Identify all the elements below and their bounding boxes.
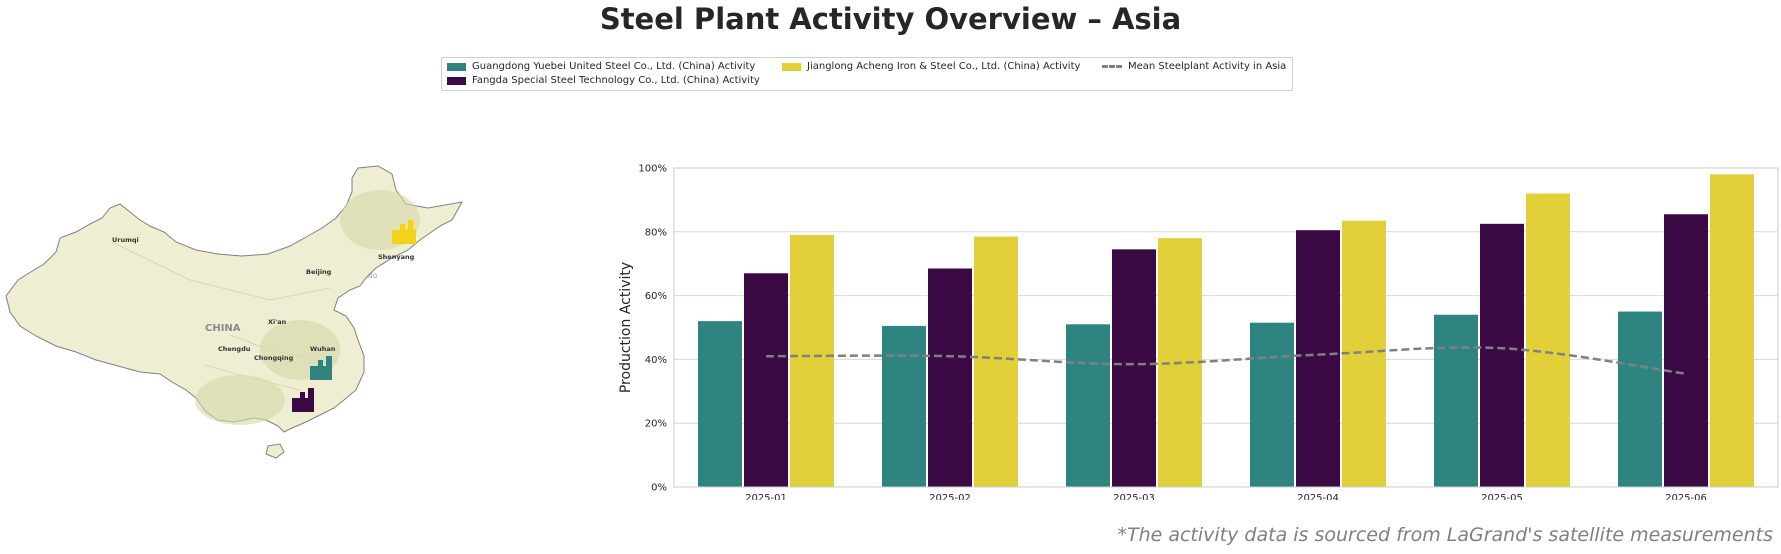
bar-series-2-2025-02 [974,236,1018,487]
y-tick-label: 80% [645,227,667,238]
bar-series-0-2025-01 [698,321,742,487]
x-tick-labels: 2025-01 2025-02 2025-03 2025-04 2025-05 2025-… [745,493,1707,500]
y-tick-label: 40% [645,355,667,366]
map-city-beijing: Beijing [306,268,332,276]
mean-activity-line [765,346,1687,375]
bar-series-1-2025-05 [1480,223,1524,487]
legend-swatch-guangdong [447,62,466,71]
factory-icon-guangdong [310,356,332,380]
factory-icon-fangda [292,388,314,412]
bar-series-0-2025-05 [1434,314,1478,487]
x-tick-label: 2025-06 [1665,493,1707,500]
bar-series-0-2025-06 [1618,311,1662,487]
legend-label-guangdong: Guangdong Yuebei United Steel Co., Ltd. … [472,61,756,72]
x-tick-label: 2025-05 [1481,493,1523,500]
factory-icon-jianglong [392,220,416,244]
map-region-label: NO [368,273,377,280]
bar-series-1-2025-02 [928,268,972,487]
china-map: Urumqi Beijing Shenyang Xi'an Wuhan Chen… [5,165,463,459]
y-tick-label: 20% [645,419,667,430]
bar-series-1-2025-03 [1112,249,1156,487]
bar-series-0-2025-02 [882,325,926,487]
y-tick-label: 100% [638,164,667,175]
legend-item-fangda: Fangda Special Steel Technology Co., Ltd… [447,75,760,86]
map-city-chengdu: Chengdu [218,345,251,353]
chart-legend: Guangdong Yuebei United Steel Co., Ltd. … [441,57,1293,91]
legend-label-mean: Mean Steelplant Activity in Asia [1128,61,1287,72]
legend-label-fangda: Fangda Special Steel Technology Co., Ltd… [472,75,760,86]
map-city-xian: Xi'an [268,318,287,326]
bar-series-2-2025-06 [1710,174,1754,487]
y-tick-label: 0% [651,483,667,494]
legend-item-guangdong: Guangdong Yuebei United Steel Co., Ltd. … [447,61,755,72]
x-tick-label: 2025-03 [1113,493,1155,500]
chart-gridlines [674,167,1778,488]
bar-series-2-2025-05 [1526,193,1570,487]
bar-series-1-2025-01 [744,273,788,487]
bar-series-0-2025-03 [1066,324,1110,487]
map-city-urumqi: Urumqi [112,236,139,244]
chart-bars [698,174,1754,487]
legend-item-mean: Mean Steelplant Activity in Asia [1102,61,1286,72]
bar-series-1-2025-06 [1664,214,1708,487]
y-axis-label: Production Activity [618,262,634,393]
legend-label-jianglong: Jianglong Acheng Iron & Steel Co., Ltd. … [807,61,1081,72]
bar-series-2-2025-01 [790,234,834,487]
activity-bar-chart: 0% 20% 40% 60% 80% 100% 2025-01 2025-02 2025-03… [618,164,1779,500]
x-tick-label: 2025-04 [1297,493,1339,500]
legend-swatch-jianglong [782,62,801,71]
legend-swatch-fangda [447,76,466,85]
map-city-chongqing: Chongqing [254,354,294,362]
bar-series-0-2025-04 [1250,322,1294,487]
map-city-wuhan: Wuhan [310,345,336,353]
legend-item-jianglong: Jianglong Acheng Iron & Steel Co., Ltd. … [782,61,1080,72]
map-city-shenyang: Shenyang [378,253,415,261]
footnote: *The activity data is sourced from LaGra… [1117,524,1773,546]
bar-series-1-2025-04 [1296,230,1340,487]
x-tick-label: 2025-02 [929,493,971,500]
legend-line-mean [1102,65,1122,68]
y-tick-labels: 0% 20% 40% 60% 80% 100% [638,164,667,494]
y-tick-label: 60% [645,291,667,302]
x-tick-label: 2025-01 [745,493,787,500]
map-country-label: CHINA [205,323,241,334]
plot-frame [673,167,1779,488]
page-title: Steel Plant Activity Overview – Asia [599,2,1182,36]
hainan-island [265,443,285,459]
